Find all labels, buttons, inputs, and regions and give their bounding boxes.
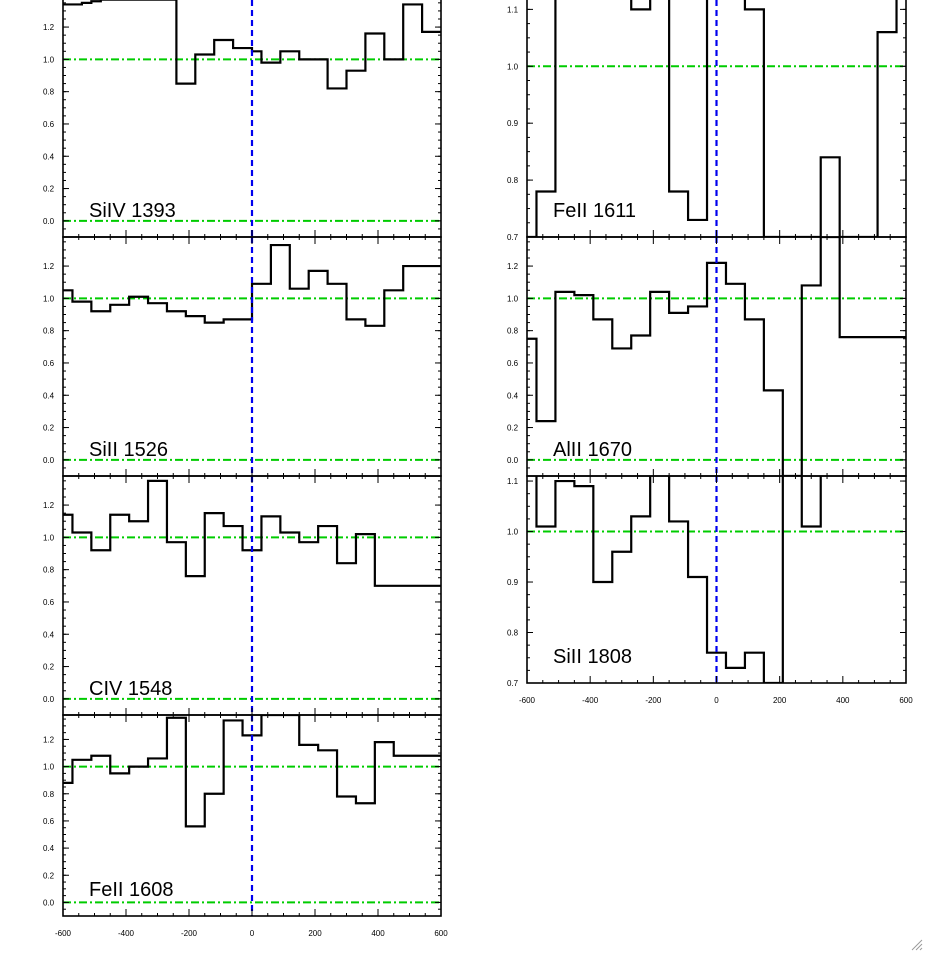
- panel-civ-1548: 0.0 0.2 0.4 0.6 0.8 1.0 1.2 CIV 1548: [43, 475, 442, 716]
- y-tick-label: 0.2: [43, 871, 55, 880]
- y-tick-label: 1.2: [43, 501, 55, 510]
- y-tick-label: 1.0: [507, 528, 519, 537]
- y-tick-label: 0.2: [43, 663, 55, 672]
- panel-siii-1808: 0.7 0.8 0.9 1.0 1.1 -600 -400 -200 0 200 400 600 SiI…: [507, 475, 913, 705]
- y-tick-label: 0.0: [43, 695, 55, 704]
- x-tick-label: -600: [519, 696, 536, 705]
- ion-label-siii-1808: SiII 1808: [553, 646, 632, 668]
- y-tick-label: 0.0: [507, 456, 519, 465]
- x-tick-label: -400: [118, 929, 135, 938]
- spectrum-civ-1548: [63, 479, 441, 587]
- resize-grip-icon: [911, 939, 923, 951]
- y-tick-label: 1.0: [43, 55, 55, 64]
- y-tick-label: 1.2: [43, 23, 55, 32]
- y-tick-label: 0.6: [43, 817, 55, 826]
- y-tick-label: 0.0: [43, 898, 55, 907]
- panel-alii-1670: 0.0 0.2 0.4 0.6 0.8 1.0 1.2 AlII 1670: [507, 236, 907, 477]
- x-tick-label: 600: [434, 929, 448, 938]
- ion-label-feii-1611: FeII 1611: [553, 200, 636, 222]
- y-tick-label: 0.7: [507, 679, 519, 688]
- y-tick-label: 0.4: [43, 152, 55, 161]
- y-tick-label: 0.2: [507, 424, 519, 433]
- y-tick-label: 0.6: [43, 359, 55, 368]
- y-tick-label: 1.0: [43, 294, 55, 303]
- y-tick-label: 0.9: [507, 119, 519, 128]
- ion-label-siii-1526: SiII 1526: [89, 439, 168, 461]
- y-tick-label: 1.0: [43, 533, 55, 542]
- y-tick-label: 1.1: [507, 5, 519, 14]
- panel-siiv-1393: 0.0 0.2 0.4 0.6 0.8 1.0 1.2 SiIV 1393: [43, 0, 442, 238]
- x-tick-label: 200: [308, 929, 322, 938]
- spectrum-siii-1808: [535, 476, 822, 683]
- y-tick-label: 0.6: [43, 120, 55, 129]
- y-tick-label: 1.2: [507, 262, 519, 271]
- y-tick-label: 0.8: [43, 790, 55, 799]
- x-tick-label: -400: [582, 696, 599, 705]
- y-tick-label: 0.8: [507, 327, 519, 336]
- ion-label-siiv-1393: SiIV 1393: [89, 200, 176, 222]
- spectrum-siiv-1393: [63, 0, 441, 90]
- y-tick-label: 0.4: [507, 391, 519, 400]
- y-tick-label: 0.6: [507, 359, 519, 368]
- y-tick-label: 0.2: [43, 424, 55, 433]
- panel-feii-1611: 0.7 0.8 0.9 1.0 1.1 FeII 1611: [507, 0, 907, 242]
- ion-label-feii-1608: FeII 1608: [89, 879, 174, 901]
- y-tick-label: 1.0: [507, 294, 519, 303]
- x-tick-label: -200: [645, 696, 662, 705]
- x-tick-label: -600: [55, 929, 72, 938]
- x-tick-label: 600: [899, 696, 913, 705]
- spectrum-alii-1670: [527, 237, 906, 476]
- spectrum-feii-1608: [63, 715, 441, 828]
- y-tick-label: 1.2: [43, 735, 55, 744]
- x-tick-label: 0: [714, 696, 719, 705]
- y-tick-label: 0.8: [43, 566, 55, 575]
- y-tick-label: 0.8: [43, 88, 55, 97]
- panel-siii-1526: 0.0 0.2 0.4 0.6 0.8 1.0 1.2 SiII 1526: [43, 236, 442, 477]
- y-tick-label: 0.8: [507, 629, 519, 638]
- x-tick-label: 400: [371, 929, 385, 938]
- x-tick-label: 200: [773, 696, 787, 705]
- panel-feii-1608: 0.0 0.2 0.4 0.6 0.8 1.0 1.2 -600 -400 -200 0 200 400…: [43, 714, 448, 938]
- x-tick-label: 0: [250, 929, 255, 938]
- y-tick-label: 0.0: [43, 217, 55, 226]
- y-tick-label: 0.6: [43, 598, 55, 607]
- y-tick-label: 0.4: [43, 844, 55, 853]
- y-tick-label: 0.8: [43, 327, 55, 336]
- x-tick-label: 400: [836, 696, 850, 705]
- y-tick-label: 0.8: [507, 176, 519, 185]
- y-tick-label: 0.2: [43, 185, 55, 194]
- y-tick-label: 1.1: [507, 477, 519, 486]
- x-tick-label: -200: [181, 929, 198, 938]
- y-tick-label: 0.4: [43, 391, 55, 400]
- y-tick-label: 0.0: [43, 456, 55, 465]
- y-tick-label: 0.9: [507, 578, 519, 587]
- ion-label-alii-1670: AlII 1670: [553, 439, 632, 461]
- y-tick-label: 1.0: [43, 763, 55, 772]
- y-tick-label: 1.2: [43, 262, 55, 271]
- ion-label-civ-1548: CIV 1548: [89, 678, 172, 700]
- y-tick-label: 1.0: [507, 62, 519, 71]
- y-tick-label: 0.7: [507, 233, 519, 242]
- y-tick-label: 0.4: [43, 630, 55, 639]
